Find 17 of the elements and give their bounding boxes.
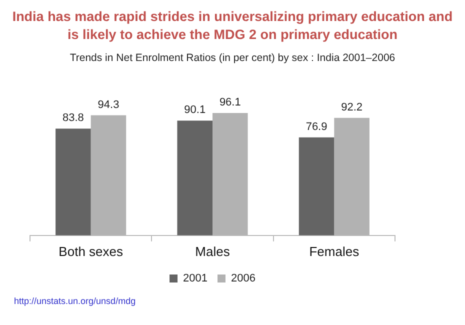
data-label: 92.2 <box>341 101 363 114</box>
data-label: 94.3 <box>98 98 120 111</box>
data-label: 83.8 <box>62 112 84 124</box>
x-tick-label: Males <box>195 244 230 259</box>
bar <box>298 137 334 236</box>
data-label: 76.9 <box>306 120 328 133</box>
x-tick-label: Females <box>309 244 360 259</box>
data-label: 90.1 <box>184 104 206 116</box>
legend-label: 2001 <box>183 272 208 285</box>
chart-subtitle: Trends in Net Enrolment Ratios (in per cent) by sex : India 2001–2006 <box>68 52 396 64</box>
legend-label: 2006 <box>231 272 256 285</box>
text: http://unstats.un.org/unsd/mdg <box>14 296 136 306</box>
x-tick-label: Both sexes <box>58 244 124 259</box>
bar <box>56 128 91 236</box>
data-label: 96.1 <box>219 96 241 108</box>
chart-title: India has made rapid strides in universalizing primary education and is likely to achieve the MDG 2 on primary education <box>11 8 454 44</box>
bar <box>177 120 212 236</box>
